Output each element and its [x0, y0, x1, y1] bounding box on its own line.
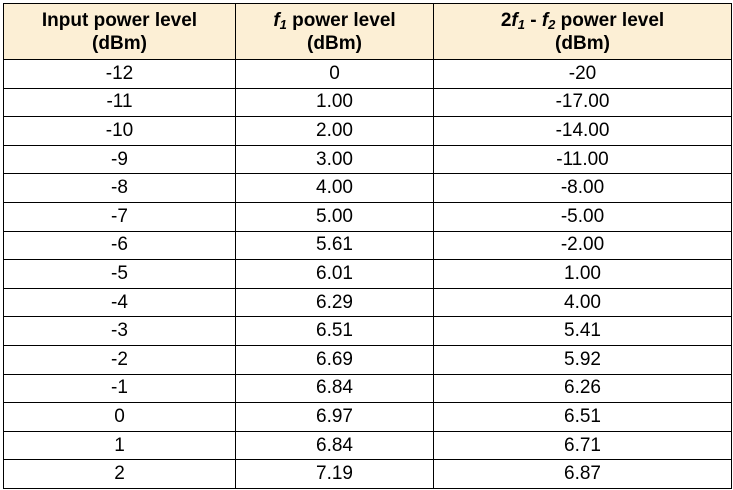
table-cell: 0 [3, 402, 236, 432]
table-cell: 5.61 [235, 230, 434, 261]
table-row: -6 5.61 -2.00 [3, 230, 732, 261]
header-text: - [524, 9, 542, 31]
table-row: -9 3.00 -11.00 [3, 144, 732, 175]
header-text: (dBm) [555, 32, 610, 54]
data-table: Input power level (dBm) f1 power level (dB… [3, 3, 732, 489]
header-text: f [511, 9, 518, 31]
table-cell: -11.00 [433, 144, 732, 175]
header-text: (dBm) [307, 32, 362, 54]
table-row: -10 2.00 -14.00 [3, 116, 732, 146]
table-row: -4 6.29 4.00 [3, 287, 732, 318]
table-cell: 4.00 [433, 287, 732, 318]
table-cell: 6.84 [235, 373, 434, 404]
header-text: 1 [279, 16, 287, 32]
table-cell: -4 [3, 287, 236, 318]
table-cell: 6.71 [433, 430, 732, 461]
header-text: 2 [548, 16, 556, 32]
table-cell: 3.00 [235, 144, 434, 175]
table-cell: 7.19 [235, 459, 434, 489]
table-cell: -8 [3, 173, 236, 203]
table-cell: 6.51 [433, 402, 732, 432]
table-cell: 2.00 [235, 116, 434, 146]
table-row: -1 6.84 6.26 [3, 373, 732, 404]
table-cell: -5 [3, 259, 236, 289]
table-cell: 1 [3, 430, 236, 461]
header-cell: f1 power level (dBm) [235, 3, 434, 60]
table-cell: 0 [235, 59, 434, 89]
table-cell: 5.00 [235, 201, 434, 232]
table-cell: 4.00 [235, 173, 434, 203]
header-row: Input power level (dBm) f1 power level (dB… [3, 3, 732, 60]
table-cell: -7 [3, 201, 236, 232]
table-row: 0 6.97 6.51 [3, 402, 732, 432]
table-cell: 2 [3, 459, 236, 489]
header-text: 1 [517, 16, 525, 32]
table-cell: 6.01 [235, 259, 434, 289]
table-cell: -20 [433, 59, 732, 89]
table-cell: -17.00 [433, 87, 732, 118]
table-cell: -12 [3, 59, 236, 89]
table-cell: -8.00 [433, 173, 732, 203]
table-header: Input power level (dBm) f1 power level (dB… [3, 3, 732, 60]
header-text: power level [555, 9, 665, 31]
table-row: -5 6.01 1.00 [3, 259, 732, 289]
header-cell: Input power level (dBm) [3, 3, 236, 60]
table-cell: 6.29 [235, 287, 434, 318]
table-row: -11 1.00 -17.00 [3, 87, 732, 118]
table-cell: 6.26 [433, 373, 732, 404]
table-cell: -9 [3, 144, 236, 175]
table-cell: 5.92 [433, 344, 732, 375]
table-cell: 1.00 [433, 259, 732, 289]
table-cell: -2 [3, 344, 236, 375]
table-row: 2 7.19 6.87 [3, 459, 732, 489]
table-cell: 1.00 [235, 87, 434, 118]
table-cell: 6.69 [235, 344, 434, 375]
table-cell: -3 [3, 316, 236, 346]
table-row: -12 0 -20 [3, 59, 732, 89]
table-row: -7 5.00 -5.00 [3, 201, 732, 232]
table-cell: -5.00 [433, 201, 732, 232]
table-cell: -2.00 [433, 230, 732, 261]
header-cell: 2f1 - f2 power level (dBm) [433, 3, 732, 60]
table-row: -8 4.00 -8.00 [3, 173, 732, 203]
header-text: (dBm) [92, 32, 147, 54]
table-cell: 6.84 [235, 430, 434, 461]
header-text: f [541, 9, 549, 31]
table-cell: -6 [3, 230, 236, 261]
table-cell: -10 [3, 116, 236, 146]
table-cell: 5.41 [433, 316, 732, 346]
table-cell: 6.97 [235, 402, 434, 432]
header-text: 2 [500, 9, 512, 31]
table-cell: -1 [3, 373, 236, 404]
table-cell: 6.87 [433, 459, 732, 489]
header-text: f [273, 9, 280, 31]
table-cell: -11 [3, 87, 236, 118]
table-row: -2 6.69 5.92 [3, 344, 732, 375]
table-row: -3 6.51 5.41 [3, 316, 732, 346]
table-cell: 6.51 [235, 316, 434, 346]
table-cell: -14.00 [433, 116, 732, 146]
table-row: 1 6.84 6.71 [3, 430, 732, 461]
table-body: -12 0 -20 -11 1.00 -17.00 -10 2.00 -14.00 -9 3.00-… [3, 59, 732, 489]
header-text: Input power level [41, 9, 198, 31]
header-text: power level [286, 9, 396, 31]
